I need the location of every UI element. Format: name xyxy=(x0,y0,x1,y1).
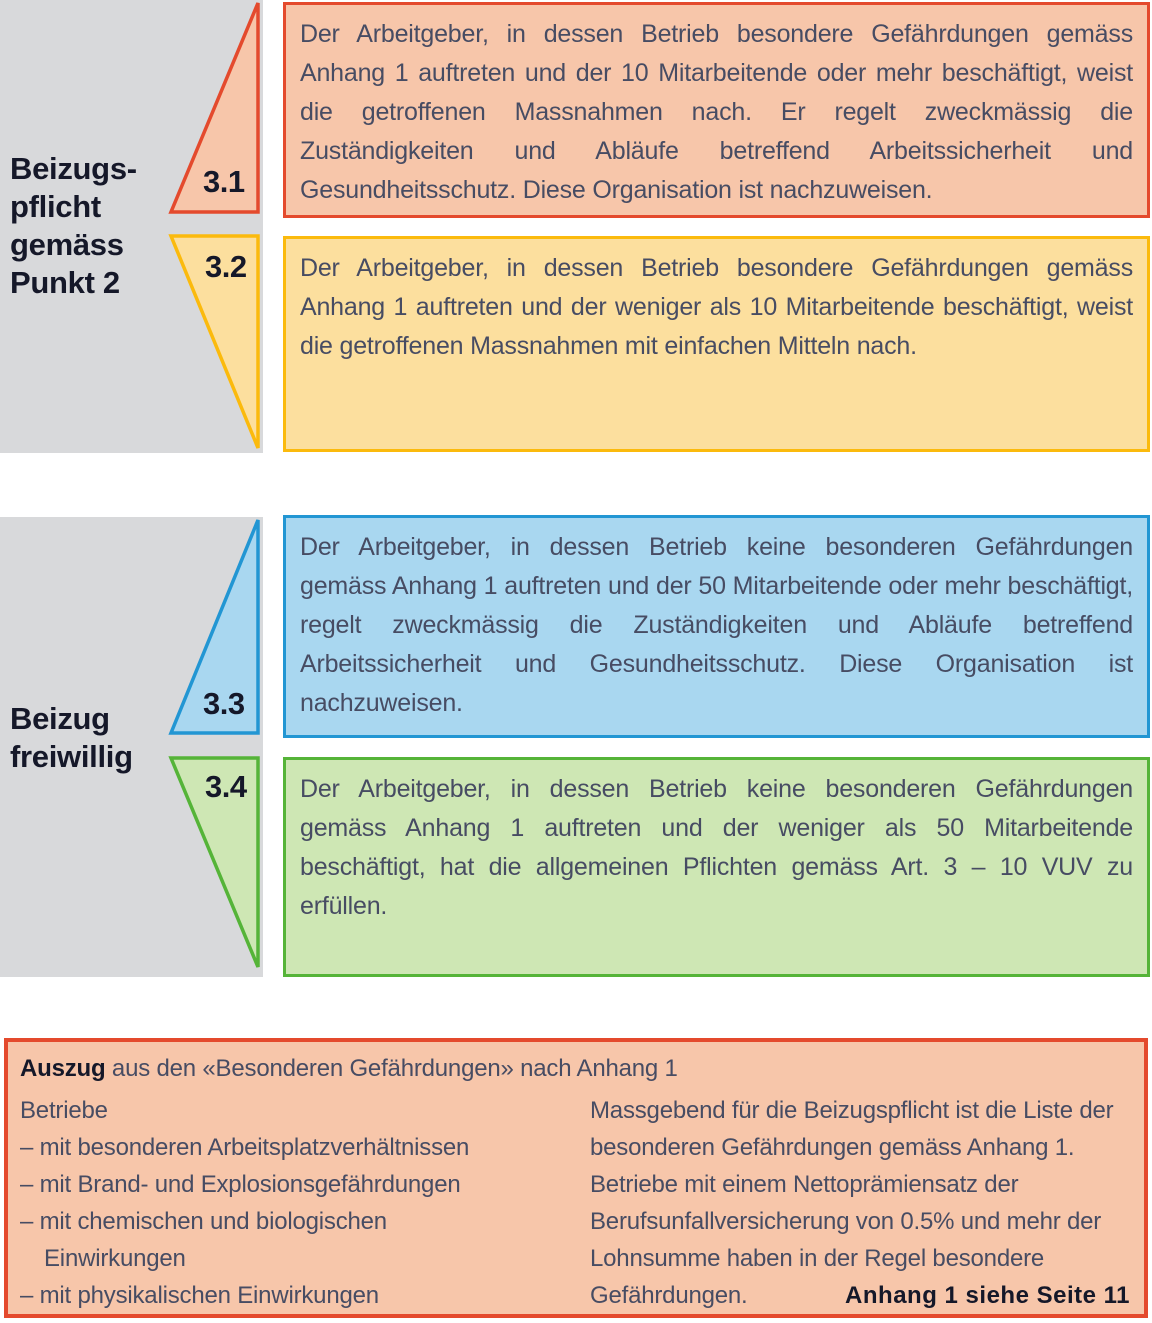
side-label-line: freiwillig xyxy=(10,739,133,774)
rule-box-3-3: Der Arbeitgeber, in dessen Betrieb keine… xyxy=(283,515,1150,738)
rule-text-3-4: Der Arbeitgeber, in dessen Betrieb keine… xyxy=(300,775,1133,920)
side-label-line: Punkt 2 xyxy=(10,265,120,300)
rule-text-3-2: Der Arbeitgeber, in dessen Betrieb beson… xyxy=(300,254,1133,360)
triangle-number-3-1: 3.1 xyxy=(203,164,245,199)
rule-box-3-1: Der Arbeitgeber, in dessen Betrieb beson… xyxy=(283,2,1150,218)
side-label-beizugspflicht: Beizugs- pflicht gemäss Punkt 2 xyxy=(10,150,137,302)
side-label-line: Beizugs- xyxy=(10,151,137,186)
side-label-line: Beizug xyxy=(10,701,110,736)
footnote-list-line: – mit Brand- und Explosionsgefährdungen xyxy=(20,1171,461,1198)
footnote-criteria-column: Massgebend für die Beizugspflicht ist di… xyxy=(590,1092,1130,1314)
footnote-title-rest: aus den «Besonderen Gefährdungen» nach A… xyxy=(105,1055,678,1082)
footnote-box: Auszug aus den «Besonderen Gefährdungen»… xyxy=(4,1038,1148,1318)
side-label-line: gemäss xyxy=(10,227,124,262)
rule-box-3-4: Der Arbeitgeber, in dessen Betrieb keine… xyxy=(283,757,1150,977)
footnote-list-line: – mit physikalischen Einwirkungen xyxy=(20,1282,379,1309)
footnote-operations-list: Betriebe – mit besonderen Arbeitsplatzve… xyxy=(20,1092,540,1314)
triangle-number-3-3: 3.3 xyxy=(203,686,245,721)
footnote-criteria-text: Massgebend für die Beizugspflicht ist di… xyxy=(590,1097,1114,1272)
footnote-title: Auszug aus den «Besonderen Gefährdungen»… xyxy=(20,1050,1130,1088)
rule-box-3-2: Der Arbeitgeber, in dessen Betrieb beson… xyxy=(283,236,1150,452)
side-label-beizug-freiwillig: Beizug freiwillig xyxy=(10,700,133,776)
footnote-title-bold: Auszug xyxy=(20,1055,106,1082)
footnote-list-line: Einwirkungen xyxy=(44,1245,186,1272)
rule-text-3-3: Der Arbeitgeber, in dessen Betrieb keine… xyxy=(300,533,1133,717)
triangle-number-3-2: 3.2 xyxy=(205,249,247,284)
side-label-line: pflicht xyxy=(10,189,101,224)
footnote-list-line: – mit besonderen Arbeitsplatzverhältniss… xyxy=(20,1134,470,1161)
footnote-columns: Betriebe – mit besonderen Arbeitsplatzve… xyxy=(20,1092,1130,1314)
footnote-list-line: – mit chemischen und biologischen xyxy=(20,1208,387,1235)
footnote-criteria-tail: Gefährdungen. xyxy=(590,1282,748,1309)
triangle-number-3-4: 3.4 xyxy=(205,769,247,804)
footnote-reference-bold: Anhang 1 siehe Seite 11 xyxy=(845,1282,1130,1309)
footnote-list-line: Betriebe xyxy=(20,1097,108,1124)
footnote-last-row: Gefährdungen. Anhang 1 siehe Seite 11 xyxy=(590,1277,1130,1314)
rule-text-3-1: Der Arbeitgeber, in dessen Betrieb beson… xyxy=(300,20,1133,204)
